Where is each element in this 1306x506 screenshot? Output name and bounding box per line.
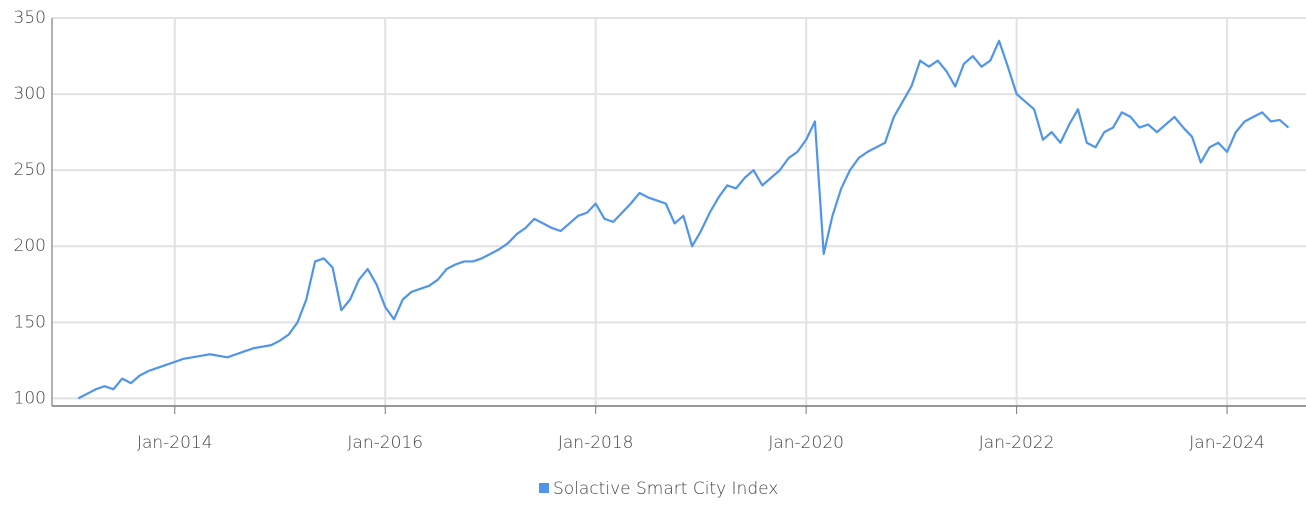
x-tick-label: Jan-2022 <box>979 433 1055 453</box>
y-tick-label: 300 <box>14 84 46 104</box>
x-tick-label: Jan-2024 <box>1189 433 1265 453</box>
legend-label: Solactive Smart City Index <box>553 479 778 499</box>
y-tick-label: 200 <box>14 236 46 256</box>
y-tick-label: 250 <box>14 160 46 180</box>
y-tick-label: 150 <box>14 312 46 332</box>
y-tick-label: 350 <box>14 8 46 28</box>
x-tick-label: Jan-2020 <box>768 433 844 453</box>
x-tick-label: Jan-2014 <box>137 433 213 453</box>
legend-swatch <box>539 483 549 493</box>
line <box>77 39 1290 400</box>
x-tick-label: Jan-2016 <box>347 433 423 453</box>
y-tick-label: 100 <box>14 388 46 408</box>
x-tick-label: Jan-2018 <box>558 433 634 453</box>
